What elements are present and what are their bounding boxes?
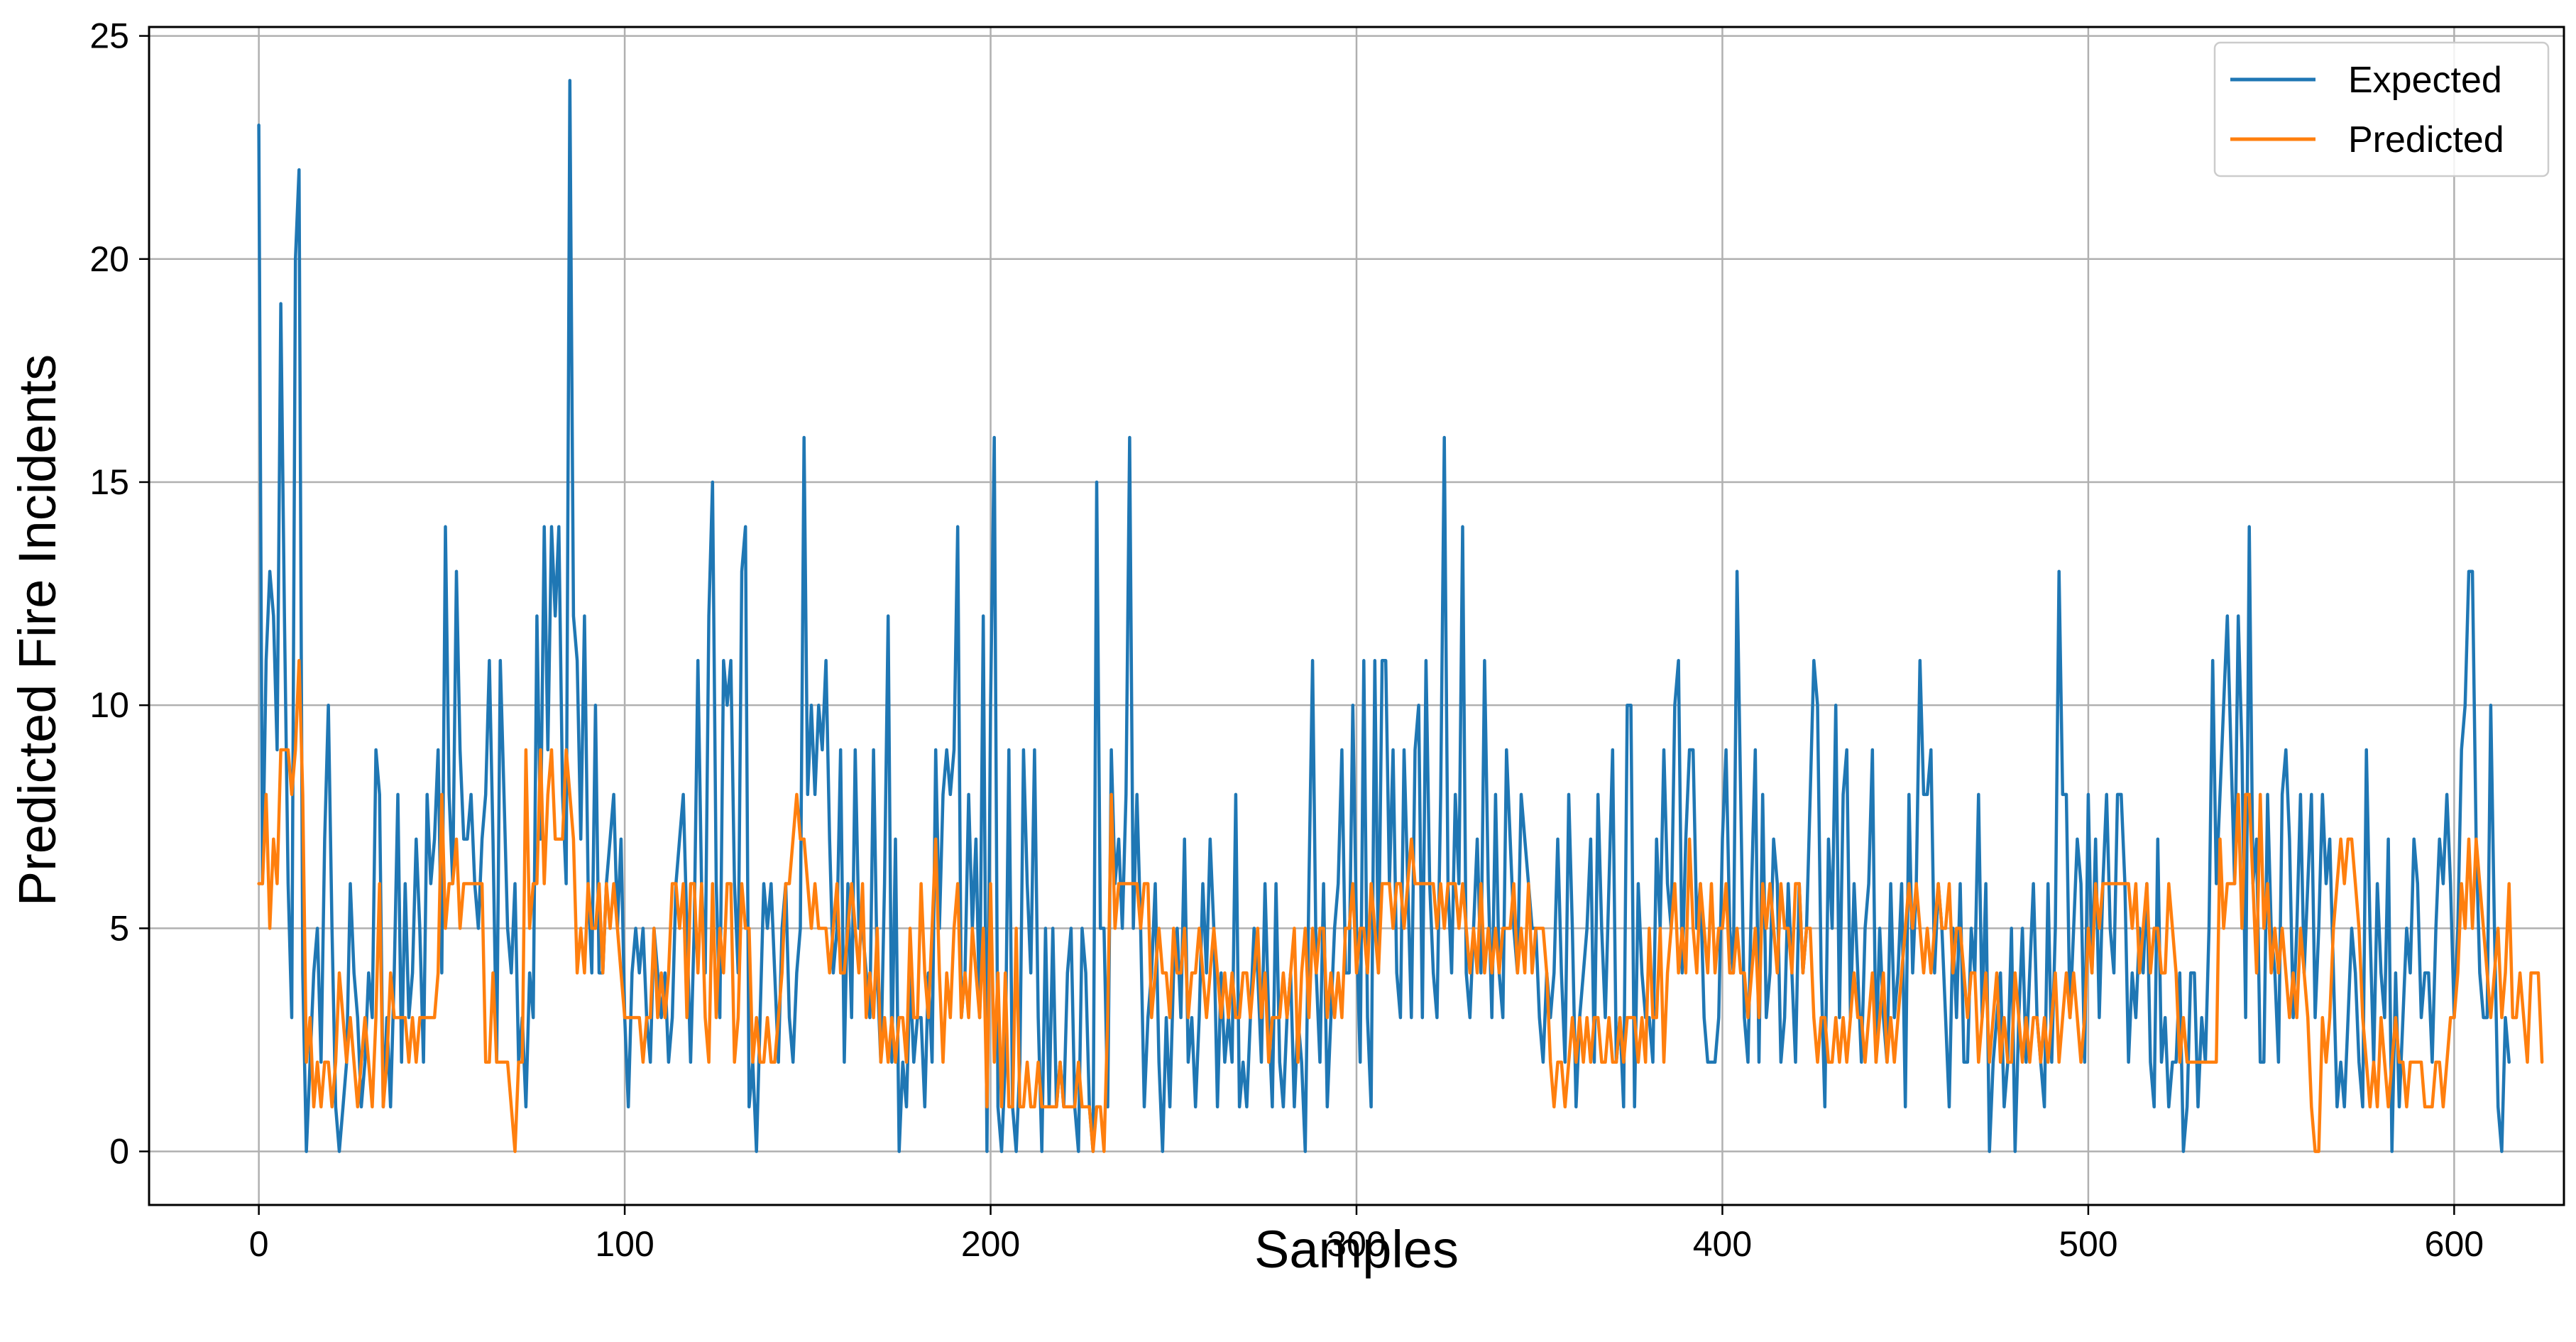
x-tick-label-200: 200 <box>961 1224 1020 1264</box>
y-tick-label-20: 20 <box>89 239 129 279</box>
y-tick-label-25: 25 <box>89 16 129 56</box>
x-tick-label-0: 0 <box>249 1224 269 1264</box>
series-line-predicted <box>257 659 2544 1153</box>
y-tick-label-10: 10 <box>89 685 129 725</box>
x-axis-label: Samples <box>1254 1220 1459 1279</box>
y-axis-label: Predicted Fire Incidents <box>8 354 67 906</box>
legend-label-expected: Expected <box>2348 60 2502 101</box>
x-tick-label-600: 600 <box>2425 1224 2484 1264</box>
series-line-expected <box>257 79 2511 1153</box>
legend: Expected Predicted <box>2213 41 2550 178</box>
x-tick-label-500: 500 <box>2059 1224 2117 1264</box>
series-layer <box>257 79 2544 1153</box>
ticks: 0 100 200 300 400 500 600 0 5 10 15 20 25 <box>89 16 2484 1264</box>
y-tick-label-15: 15 <box>89 462 129 502</box>
y-tick-label-5: 5 <box>109 908 129 948</box>
x-tick-label-100: 100 <box>595 1224 654 1264</box>
x-tick-label-400: 400 <box>1693 1224 1752 1264</box>
y-tick-label-0: 0 <box>109 1132 129 1172</box>
legend-label-predicted: Predicted <box>2348 119 2504 160</box>
legend-box <box>2213 41 2550 178</box>
x-tick-label-300: 300 <box>1327 1224 1386 1264</box>
